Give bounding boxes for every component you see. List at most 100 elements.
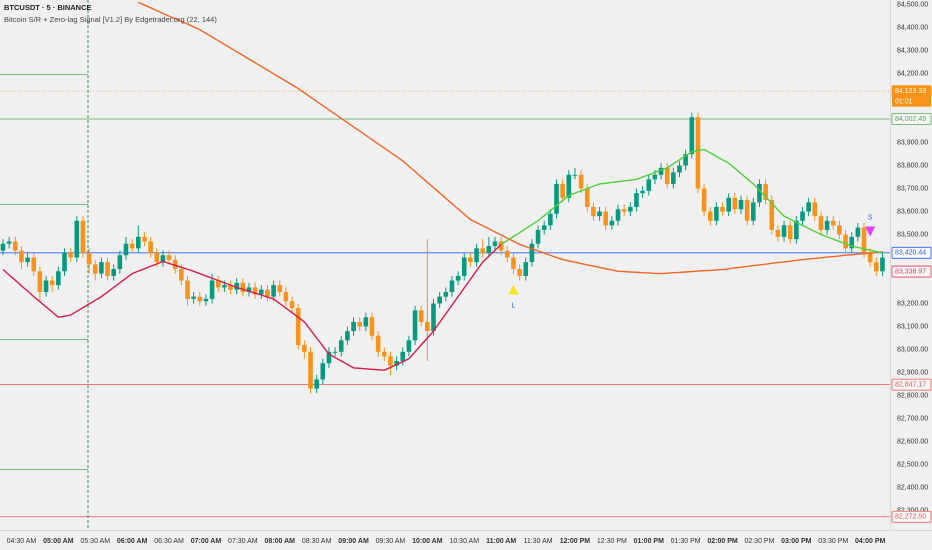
y-tick-label: 83,800.00: [897, 162, 928, 169]
candle-body: [400, 351, 406, 361]
candle-body: [92, 264, 98, 274]
candle-body: [123, 243, 129, 256]
candle-body: [345, 331, 350, 341]
price-tag: [891, 246, 932, 259]
candle-body: [99, 262, 104, 274]
candle-body: [455, 275, 461, 281]
price-tag: [891, 265, 932, 278]
indicator-line: [138, 1, 883, 275]
countdown-tag: [892, 96, 931, 107]
candle-body: [837, 225, 842, 235]
candle-body: [714, 206, 719, 221]
candle-body: [240, 282, 246, 293]
y-tick-label: 82,800.00: [897, 392, 928, 399]
candle-body: [191, 296, 196, 299]
candle-body: [683, 154, 688, 166]
y-tick-label: 83,500.00: [897, 231, 928, 238]
x-tick-label: 11:00 AM: [486, 538, 516, 545]
candle-body: [480, 248, 485, 253]
candle-body: [49, 280, 55, 286]
candle-body: [664, 167, 670, 184]
candle-body: [523, 262, 529, 276]
candle-body: [375, 335, 381, 352]
candle-body: [351, 321, 356, 332]
candle-body: [259, 289, 264, 295]
candle-body: [166, 255, 172, 260]
x-tick-label: 03:30 PM: [818, 538, 848, 545]
x-tick-label: 03:00 PM: [781, 538, 812, 545]
candle-body: [566, 174, 572, 198]
candle-body: [209, 280, 215, 299]
candle-body: [437, 296, 442, 304]
candle-body: [271, 285, 276, 297]
candle-body: [677, 165, 682, 173]
candle-body: [62, 252, 67, 272]
candle-body: [640, 190, 645, 194]
countdown-label: 01:01: [895, 99, 913, 106]
x-tick-label: 08:30 AM: [302, 538, 332, 545]
candle-body: [867, 252, 873, 263]
candle-body: [781, 225, 787, 237]
candle-body: [738, 200, 744, 210]
candle-body: [720, 206, 725, 212]
candle-body: [431, 303, 436, 332]
x-tick-label: 09:00 AM: [338, 538, 369, 545]
candle-body: [461, 257, 467, 276]
candle-body: [541, 225, 547, 230]
candle-body: [505, 250, 510, 258]
candle-body: [769, 200, 775, 230]
y-tick-label: 83,900.00: [897, 139, 928, 146]
candle-body: [160, 255, 166, 263]
candle-body: [215, 280, 221, 288]
candle-body: [486, 246, 492, 253]
candle-body: [197, 296, 203, 302]
candle-body: [185, 280, 190, 299]
candle-body: [591, 206, 596, 217]
candle-body: [855, 227, 861, 237]
candle-body: [332, 351, 338, 353]
candle-body: [412, 310, 418, 341]
candle-body: [818, 216, 824, 230]
price-tag-label: 84,123.33: [895, 88, 926, 95]
signal-label: L: [511, 302, 515, 309]
candle-body: [13, 241, 18, 251]
candle-body: [689, 117, 695, 155]
candle-body: [295, 308, 301, 345]
candle-body: [652, 174, 658, 180]
candle-body: [726, 197, 731, 212]
signal-marker: [508, 284, 519, 295]
y-tick-label: 83,600.00: [897, 208, 928, 215]
candle-body: [31, 257, 37, 272]
y-tick-label: 82,400.00: [897, 484, 928, 491]
candle-body: [474, 248, 479, 263]
candle-body: [369, 317, 375, 336]
candle-body: [529, 243, 535, 263]
candle-body: [628, 206, 633, 212]
y-tick-label: 82,700.00: [897, 415, 928, 422]
price-tag: [891, 510, 932, 523]
candle-body: [252, 287, 258, 295]
candle-body: [492, 241, 498, 247]
candle-body: [584, 188, 590, 207]
candle-body: [338, 340, 344, 352]
candle-body: [880, 257, 885, 272]
candle-body: [572, 174, 578, 176]
candle-body: [0, 243, 6, 251]
y-tick-label: 82,600.00: [897, 438, 928, 445]
candle-body: [136, 236, 141, 249]
candle-body: [646, 179, 652, 191]
price-tag: [891, 113, 932, 125]
y-tick-label: 83,100.00: [897, 323, 928, 330]
candle-body: [498, 241, 504, 251]
candle-body: [203, 298, 209, 302]
candle-body: [634, 193, 639, 207]
candle-body: [535, 229, 541, 244]
x-tick-label: 04:00 PM: [855, 538, 886, 545]
candle-body: [228, 285, 233, 290]
candle-body: [830, 220, 836, 226]
candle-body: [511, 257, 516, 270]
price-tag-label: 82,272.50: [895, 514, 926, 521]
candle-body: [394, 360, 399, 366]
